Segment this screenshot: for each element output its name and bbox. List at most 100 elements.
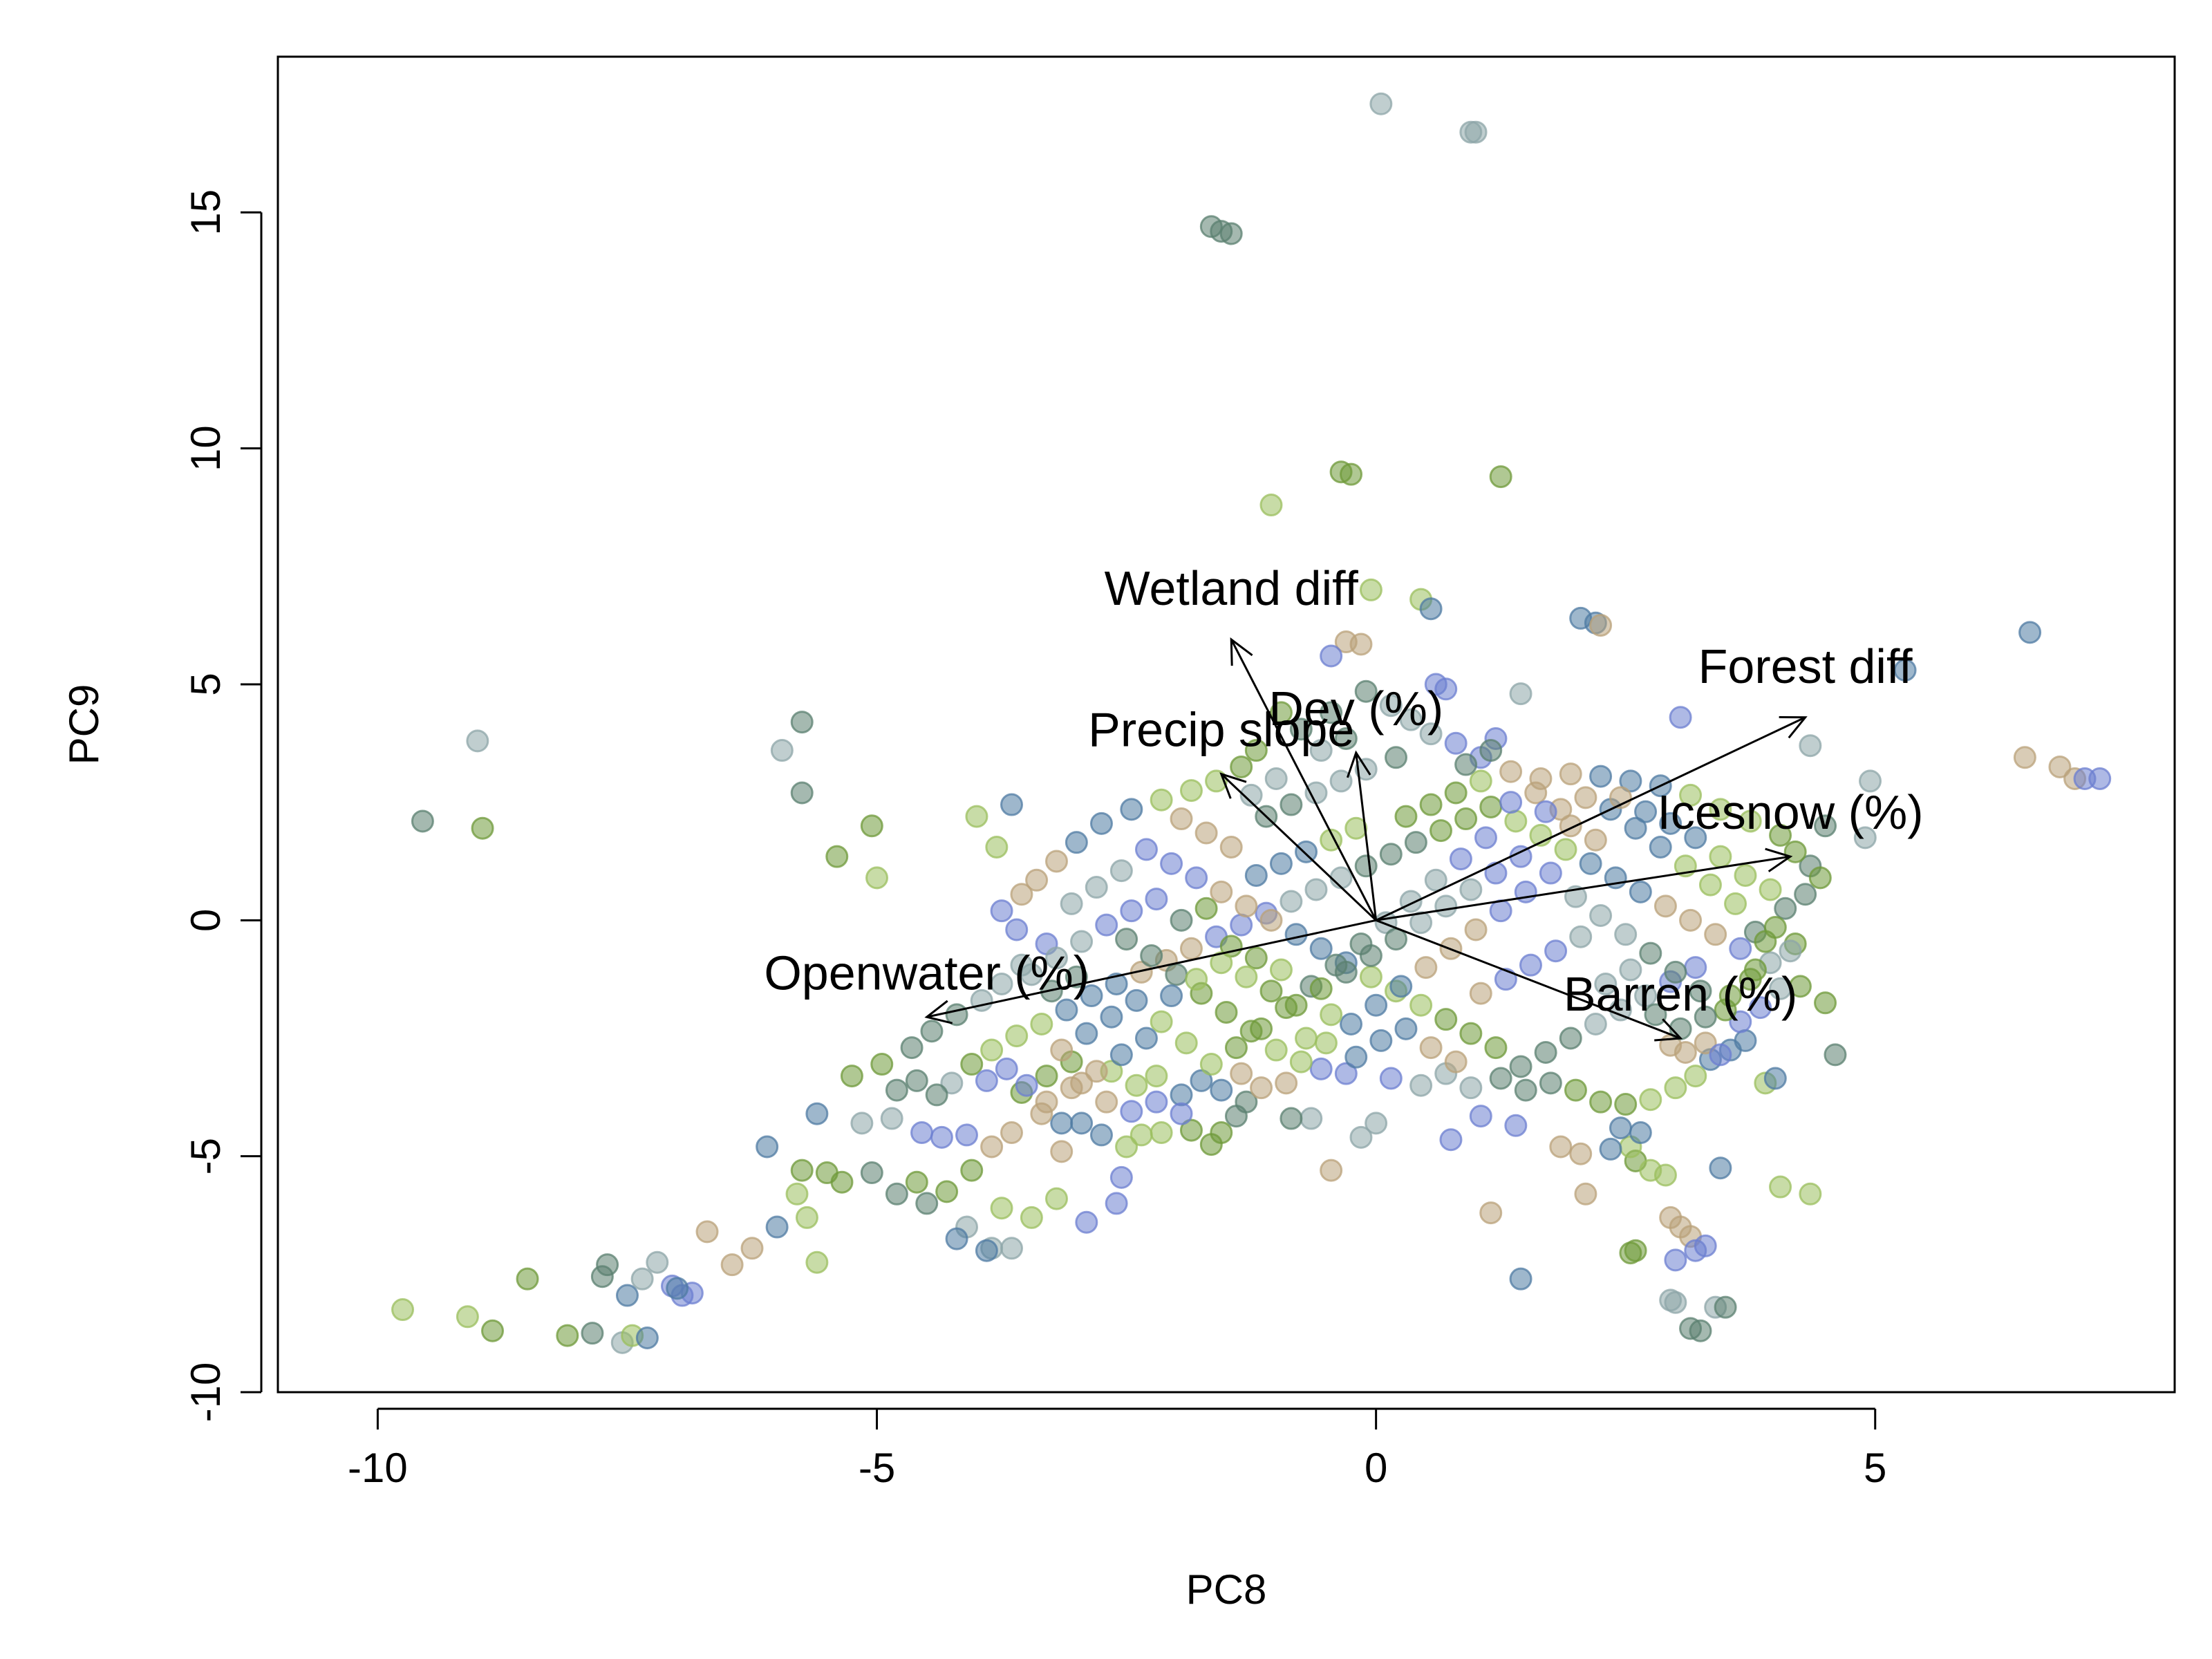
data-point — [1210, 880, 1233, 903]
data-point — [1295, 840, 1318, 863]
data-point — [1359, 965, 1382, 988]
loading-label: Openwater (%) — [764, 946, 1089, 1000]
data-point — [1814, 991, 1837, 1015]
loading-label: Forest diff — [1698, 639, 1913, 693]
data-point — [1489, 1067, 1512, 1090]
data-point — [1439, 1128, 1463, 1152]
data-point — [1359, 944, 1382, 968]
data-point — [1714, 1295, 1737, 1319]
data-point — [1689, 980, 1712, 1003]
data-point — [1369, 1029, 1393, 1052]
x-tick-label: 5 — [1864, 1445, 1886, 1491]
data-point — [1269, 958, 1293, 982]
data-point — [1649, 835, 1672, 859]
data-point — [1394, 1017, 1418, 1040]
data-point — [1179, 937, 1203, 960]
data-point — [1125, 1074, 1148, 1097]
data-point — [880, 1107, 903, 1130]
data-point — [1250, 1017, 1273, 1040]
data-point — [1624, 816, 1647, 840]
data-point — [635, 1326, 659, 1349]
data-point — [1185, 968, 1208, 991]
data-point — [790, 711, 814, 734]
data-point — [1584, 828, 1607, 852]
data-point — [1794, 883, 1817, 906]
data-point — [1454, 807, 1478, 831]
data-point — [1419, 722, 1443, 746]
loading-label: Dev (%) — [1268, 682, 1443, 735]
data-point — [1280, 890, 1303, 913]
data-point — [1454, 753, 1478, 776]
data-point — [1584, 1013, 1607, 1036]
data-point — [1145, 888, 1168, 911]
data-point — [1709, 798, 1732, 821]
data-point — [1044, 850, 1068, 873]
data-point — [1060, 1076, 1083, 1100]
data-point — [1035, 1090, 1058, 1114]
data-point — [1399, 708, 1423, 731]
data-point — [1434, 677, 1458, 701]
data-point — [1419, 597, 1443, 621]
data-point — [1639, 941, 1662, 965]
data-point — [1484, 1036, 1508, 1060]
data-point — [1264, 1038, 1288, 1062]
loading-arrowhead — [1779, 715, 1808, 739]
data-point — [1389, 975, 1413, 998]
data-point — [1120, 798, 1143, 821]
data-point — [1320, 1159, 1343, 1182]
data-point — [1499, 760, 1523, 783]
data-point — [1075, 1022, 1098, 1045]
data-point — [1275, 1071, 1298, 1095]
y-axis-label: PC9 — [61, 684, 107, 765]
data-point — [1354, 854, 1378, 878]
data-point — [1664, 960, 1687, 984]
data-point — [840, 1065, 863, 1088]
data-point — [1419, 1036, 1443, 1060]
loading-arrowhead — [1230, 637, 1253, 666]
data-point — [615, 1284, 639, 1307]
data-point — [980, 1038, 1004, 1062]
x-tick-label: -5 — [859, 1445, 895, 1491]
y-tick-label: 0 — [182, 909, 229, 932]
data-point — [1170, 1102, 1193, 1125]
data-point — [1185, 866, 1208, 890]
data-point — [1489, 465, 1512, 489]
data-point — [1559, 1027, 1582, 1050]
data-point — [1215, 1000, 1238, 1024]
data-point — [1749, 996, 1772, 1020]
data-point — [1199, 1053, 1223, 1076]
data-point — [1694, 1031, 1717, 1055]
y-axis: -10 -5 0 5 10 15 — [182, 189, 263, 1422]
data-point — [1050, 1140, 1074, 1163]
data-point — [1824, 1043, 1847, 1067]
data-point — [1479, 795, 1503, 818]
data-point — [1639, 1088, 1662, 1112]
data-point — [1344, 1045, 1368, 1069]
data-point — [1109, 1165, 1133, 1189]
x-axis-label: PC8 — [1186, 1566, 1267, 1613]
data-point — [1494, 968, 1517, 991]
data-point — [1194, 821, 1218, 845]
data-point — [1250, 1076, 1273, 1100]
data-point — [456, 1305, 479, 1329]
data-point — [1808, 866, 1832, 890]
data-point — [1365, 993, 1388, 1017]
data-point — [1000, 793, 1023, 816]
plot-frame — [276, 55, 2176, 1394]
data-point — [1065, 831, 1088, 854]
scatter-points — [391, 92, 2112, 1354]
loading-arrowhead — [1346, 750, 1371, 778]
data-point — [1579, 852, 1602, 875]
data-point — [1334, 1062, 1358, 1085]
data-point — [965, 805, 988, 828]
data-point — [1564, 885, 1587, 908]
data-point — [1344, 816, 1368, 840]
data-point — [1194, 897, 1218, 920]
data-point — [1609, 1116, 1632, 1140]
x-axis: -10 -5 0 5 — [348, 1407, 1886, 1491]
data-point — [885, 1182, 908, 1206]
data-point — [1499, 791, 1523, 814]
data-point — [391, 1298, 415, 1322]
data-point — [1763, 1067, 1787, 1090]
data-point — [1025, 868, 1049, 892]
